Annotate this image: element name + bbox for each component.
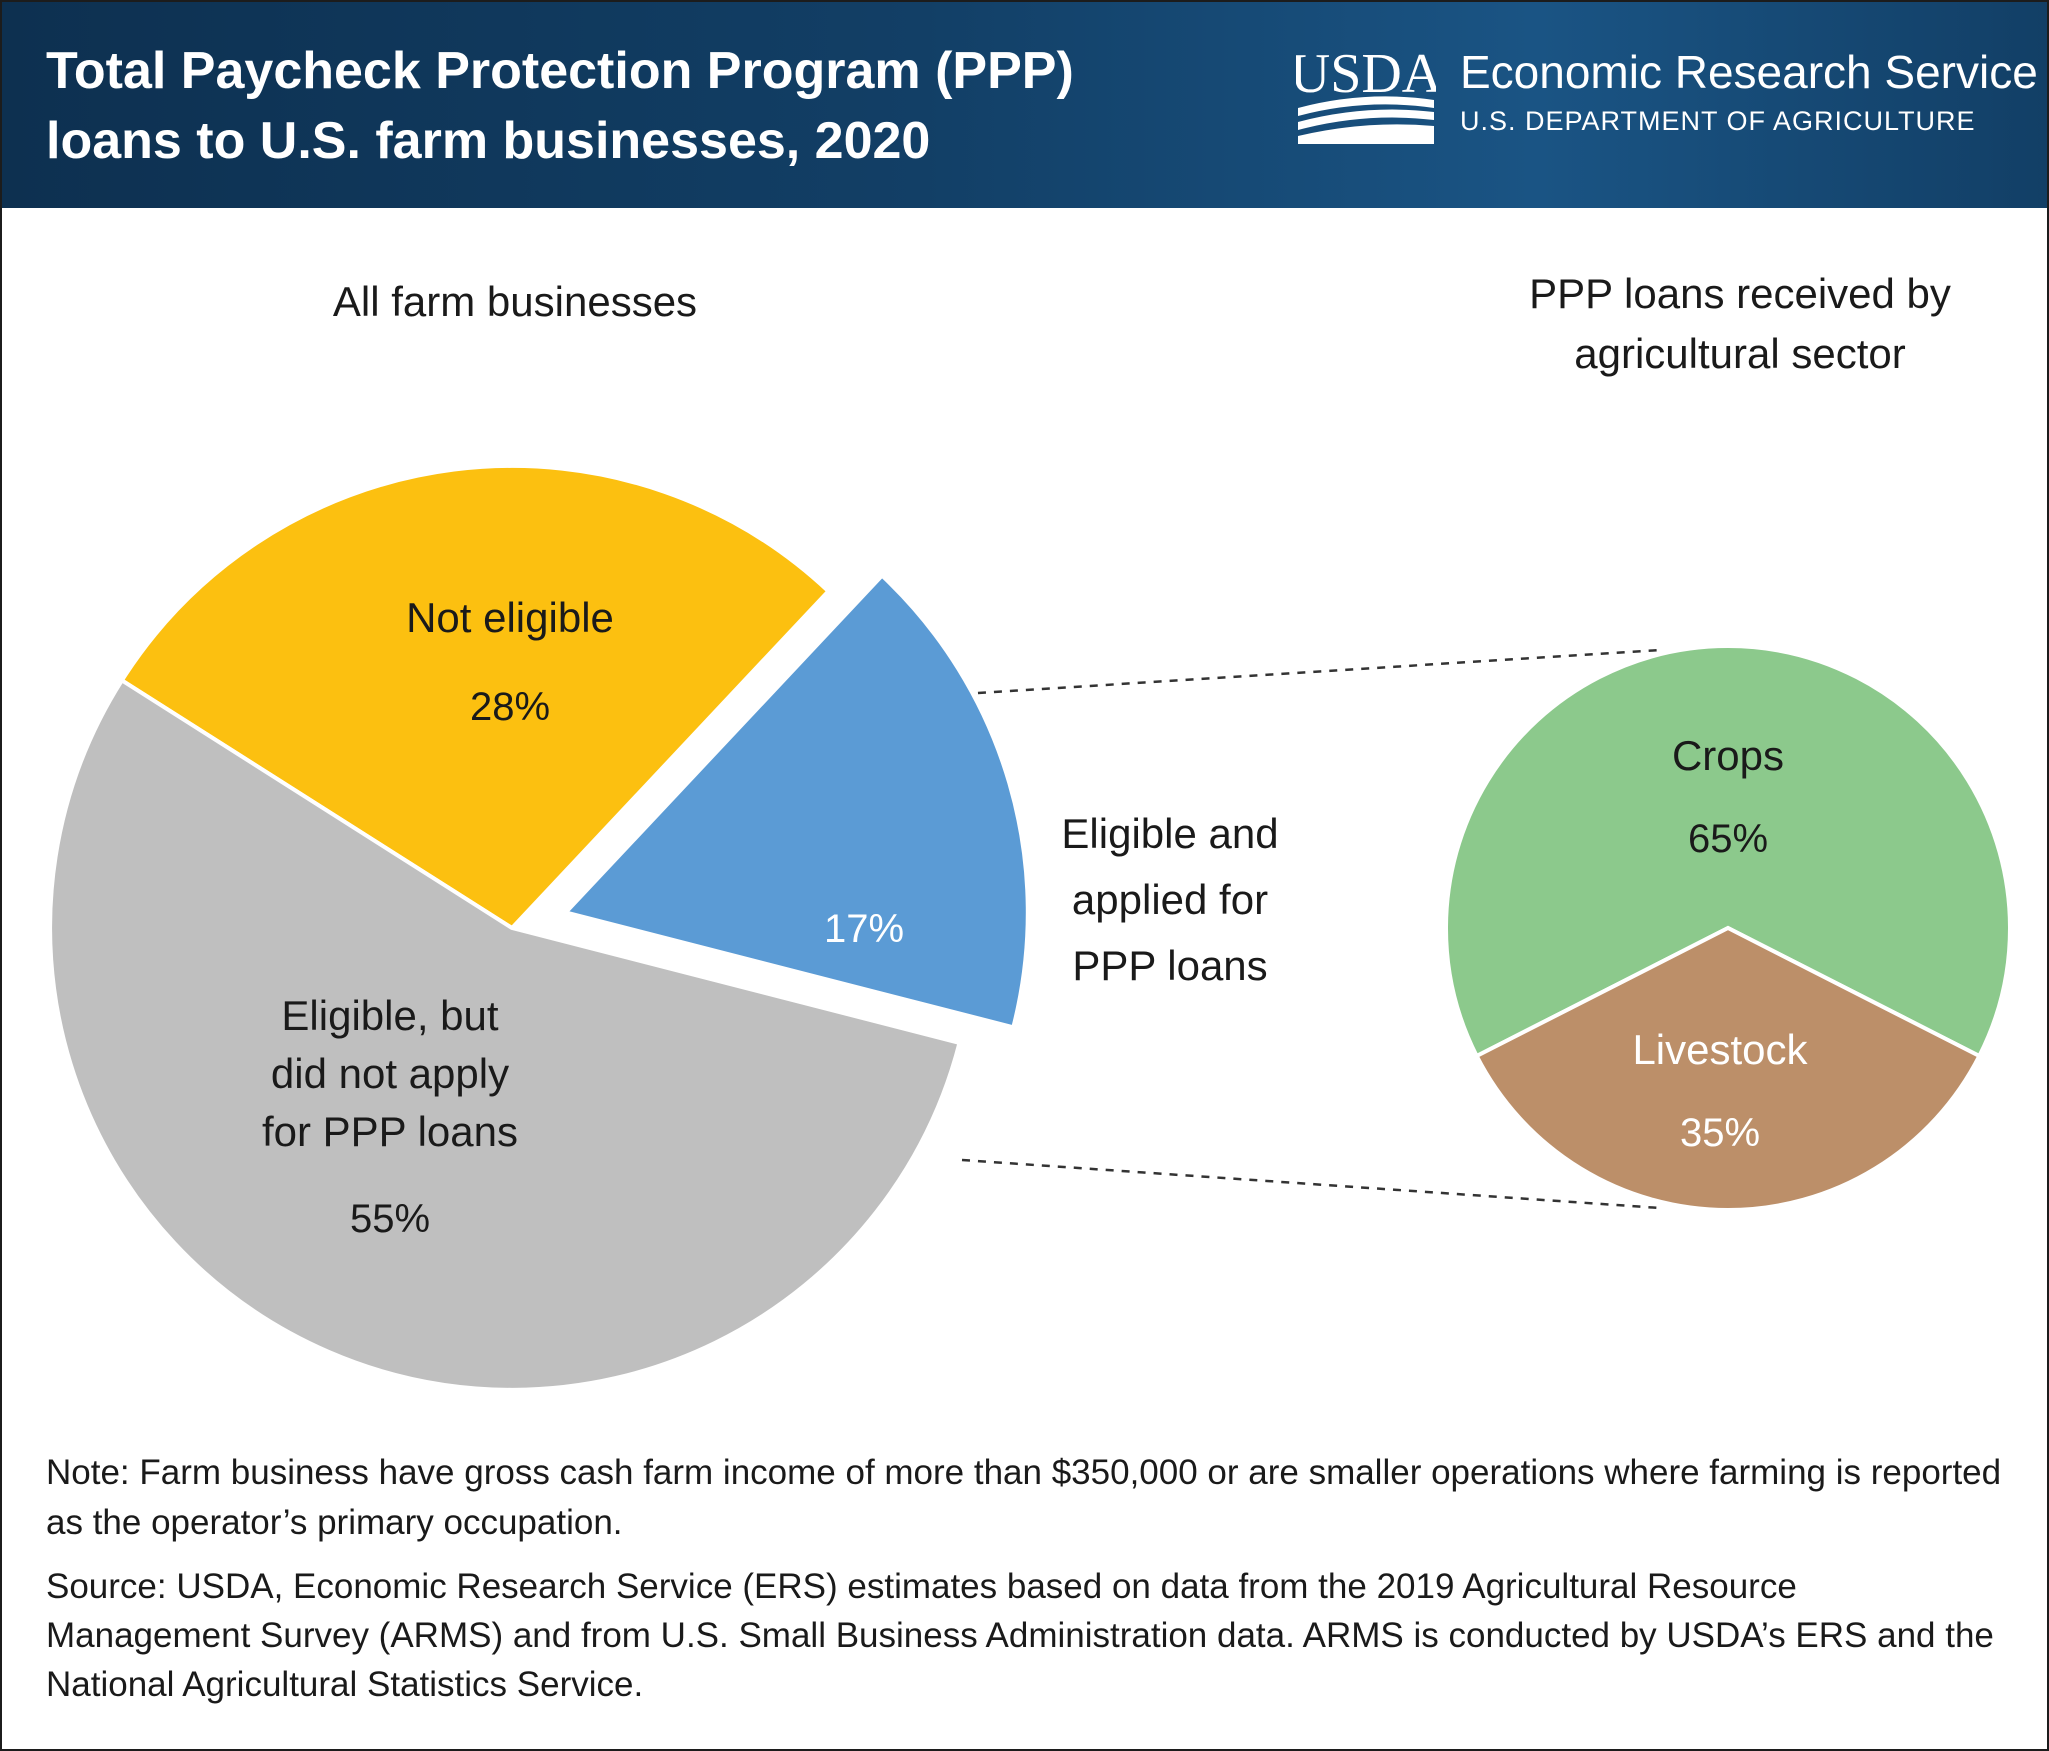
usda-logo-text: USDA xyxy=(1296,46,1436,105)
pie-slice-livestock xyxy=(1474,925,1982,1212)
left-pie xyxy=(48,463,1030,1392)
title-line-1: Total Paycheck Protection Program (PPP) xyxy=(46,42,1074,100)
pie-slice-eligible-not-applied xyxy=(48,677,962,1392)
usda-logo: USDA xyxy=(1296,46,1436,144)
left-pie-title: All farm businesses xyxy=(333,278,697,325)
pie-slice-crops xyxy=(1444,644,2012,1059)
right-pie-title-line-2: agricultural sector xyxy=(1574,330,1905,377)
header-banner: Total Paycheck Protection Program (PPP) … xyxy=(0,0,2049,208)
pie-slice-eligible-applied xyxy=(562,572,1030,1030)
slice-value-livestock: 35% xyxy=(1680,1111,1760,1155)
slice-value-crops: 65% xyxy=(1688,817,1768,861)
slice-value-eligible-not-applied: 55% xyxy=(350,1197,430,1241)
pie-slice-not-eligible xyxy=(119,463,832,931)
connector-line-bottom xyxy=(961,1158,1661,1210)
source-text: Source: USDA, Economic Research Service … xyxy=(46,1567,1994,1704)
slice-label-eligible-not-applied-3: for PPP loans xyxy=(262,1108,518,1155)
right-pie-title-line-1: PPP loans received by xyxy=(1529,270,1951,317)
agency-name: Economic Research Service xyxy=(1460,46,2038,98)
slice-value-eligible-applied: 17% xyxy=(824,907,904,951)
slice-label-crops: Crops xyxy=(1672,732,1784,779)
slice-label-eligible-not-applied-2: did not apply xyxy=(271,1050,509,1097)
title-line-2: loans to U.S. farm businesses, 2020 xyxy=(46,112,931,170)
department-name: U.S. DEPARTMENT OF AGRICULTURE xyxy=(1460,106,1976,136)
slice-label-livestock: Livestock xyxy=(1632,1026,1808,1073)
note-text: Note: Farm business have gross cash farm… xyxy=(46,1453,2002,1542)
slice-label-eligible-applied-2: applied for xyxy=(1072,876,1268,923)
slice-value-not-eligible: 28% xyxy=(470,685,550,729)
connector-line-top xyxy=(961,648,1661,696)
chart-title: Total Paycheck Protection Program (PPP) … xyxy=(46,36,1246,176)
slice-label-eligible-applied-1: Eligible and xyxy=(1061,810,1278,857)
right-pie xyxy=(1444,644,2012,1212)
slice-label-eligible-applied-3: PPP loans xyxy=(1072,942,1267,989)
slice-label-eligible-not-applied-1: Eligible, but xyxy=(281,992,498,1039)
slice-label-not-eligible: Not eligible xyxy=(406,594,614,641)
